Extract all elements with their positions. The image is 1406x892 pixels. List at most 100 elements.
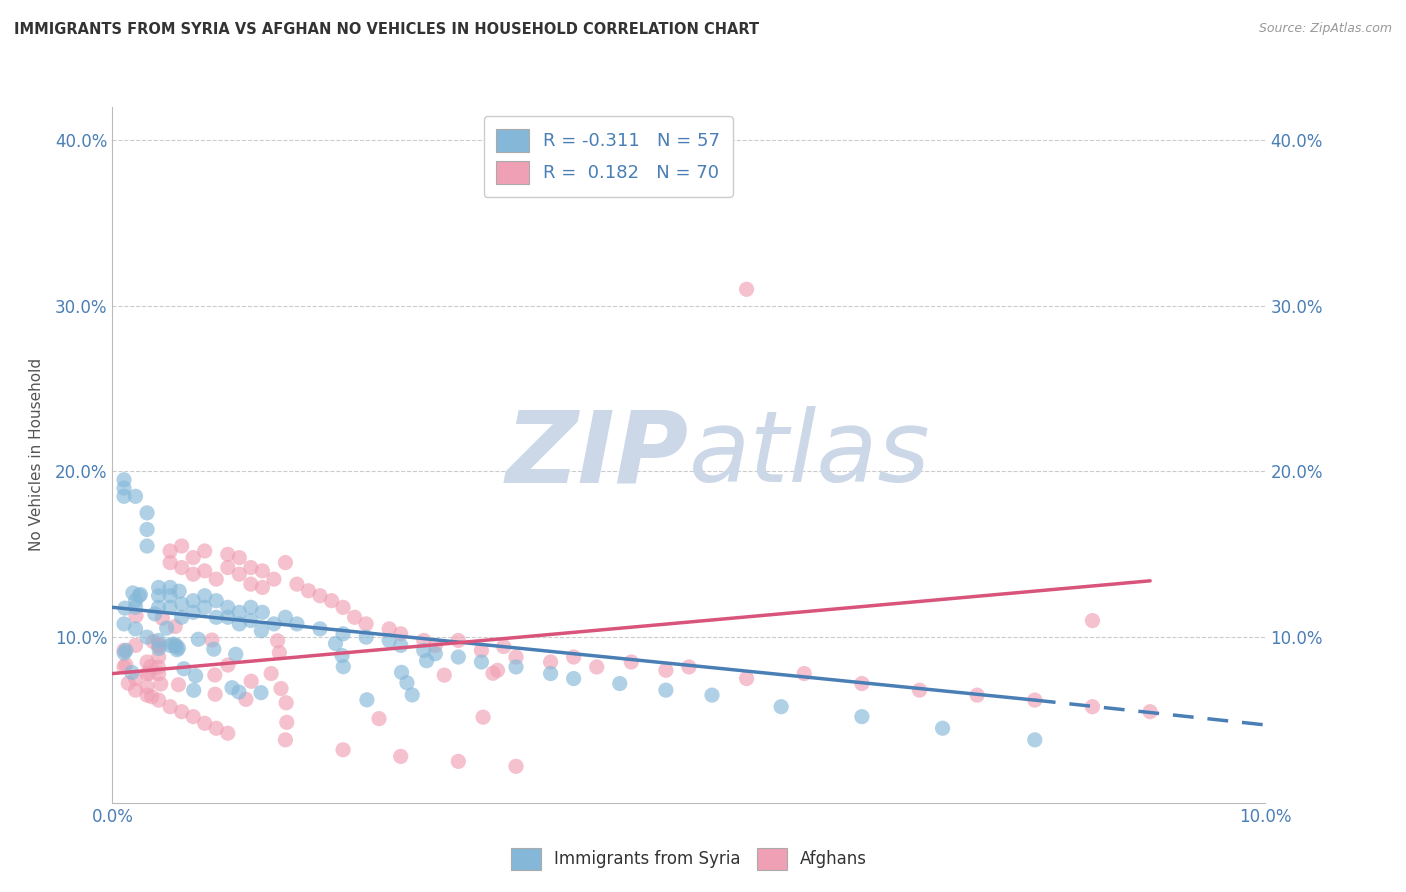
Point (239, 600, 262, 615)
Point (252, 564, 274, 578)
Point (297, 583, 319, 598)
Point (700, 688, 723, 702)
Point (1024, 693, 1046, 707)
Point (309, 589, 332, 603)
Point (332, 743, 354, 757)
Point (585, 660, 607, 674)
Point (143, 607, 166, 621)
Point (415, 654, 437, 668)
Point (217, 600, 239, 615)
Point (401, 688, 423, 702)
Point (330, 648, 353, 663)
Point (148, 633, 170, 648)
Point (194, 544, 217, 558)
Point (908, 683, 931, 698)
Point (112, 489, 135, 503)
Point (447, 755, 470, 769)
Point (166, 642, 188, 657)
Point (181, 567, 204, 582)
Point (121, 665, 143, 680)
Point (447, 633, 470, 648)
Point (217, 547, 239, 561)
Point (148, 666, 170, 681)
Y-axis label: No Vehicles in Household: No Vehicles in Household (30, 359, 44, 551)
Point (470, 655, 492, 669)
Point (148, 589, 170, 603)
Point (228, 550, 250, 565)
Point (125, 608, 148, 623)
Point (159, 589, 181, 603)
Point (112, 616, 135, 631)
Point (263, 572, 285, 586)
Point (395, 675, 418, 690)
Point (124, 639, 146, 653)
Point (112, 473, 135, 487)
Point (112, 481, 135, 495)
Point (205, 721, 228, 735)
Point (851, 676, 873, 690)
Legend: Immigrants from Syria, Afghans: Immigrants from Syria, Afghans (502, 840, 876, 878)
Point (165, 638, 187, 652)
Point (425, 647, 447, 661)
Point (325, 636, 347, 650)
Point (274, 556, 297, 570)
Point (187, 632, 209, 647)
Point (470, 643, 492, 657)
Point (540, 655, 562, 669)
Point (112, 643, 135, 657)
Point (309, 622, 332, 636)
Point (562, 650, 585, 665)
Point (235, 692, 257, 706)
Point (149, 677, 172, 691)
Point (492, 640, 515, 654)
Point (148, 650, 170, 665)
Point (260, 666, 283, 681)
Point (276, 715, 298, 730)
Point (184, 669, 207, 683)
Point (678, 660, 700, 674)
Point (150, 611, 173, 625)
Point (202, 642, 225, 657)
Point (505, 660, 527, 674)
Point (159, 600, 181, 615)
Point (228, 567, 250, 582)
Point (117, 676, 139, 690)
Point (114, 601, 136, 615)
Point (655, 663, 678, 677)
Point (250, 686, 273, 700)
Point (266, 633, 288, 648)
Point (1139, 705, 1161, 719)
Point (181, 605, 204, 619)
Point (124, 593, 146, 607)
Point (274, 610, 297, 624)
Point (486, 664, 509, 678)
Point (148, 693, 170, 707)
Point (240, 674, 263, 689)
Point (173, 662, 195, 676)
Point (162, 637, 184, 651)
Point (332, 600, 354, 615)
Point (966, 688, 988, 702)
Point (159, 581, 181, 595)
Point (136, 680, 159, 694)
Point (228, 616, 250, 631)
Point (391, 665, 413, 680)
Point (170, 560, 193, 574)
Point (239, 614, 262, 628)
Point (225, 647, 247, 661)
Point (505, 759, 527, 773)
Point (269, 646, 291, 660)
Point (136, 666, 159, 681)
Point (354, 616, 377, 631)
Point (221, 681, 243, 695)
Point (505, 650, 527, 665)
Point (165, 639, 187, 653)
Point (609, 676, 631, 690)
Point (181, 593, 204, 607)
Point (425, 639, 447, 653)
Text: ZIP: ZIP (506, 407, 689, 503)
Point (201, 632, 224, 647)
Point (620, 655, 643, 669)
Point (482, 666, 505, 681)
Point (194, 716, 217, 731)
